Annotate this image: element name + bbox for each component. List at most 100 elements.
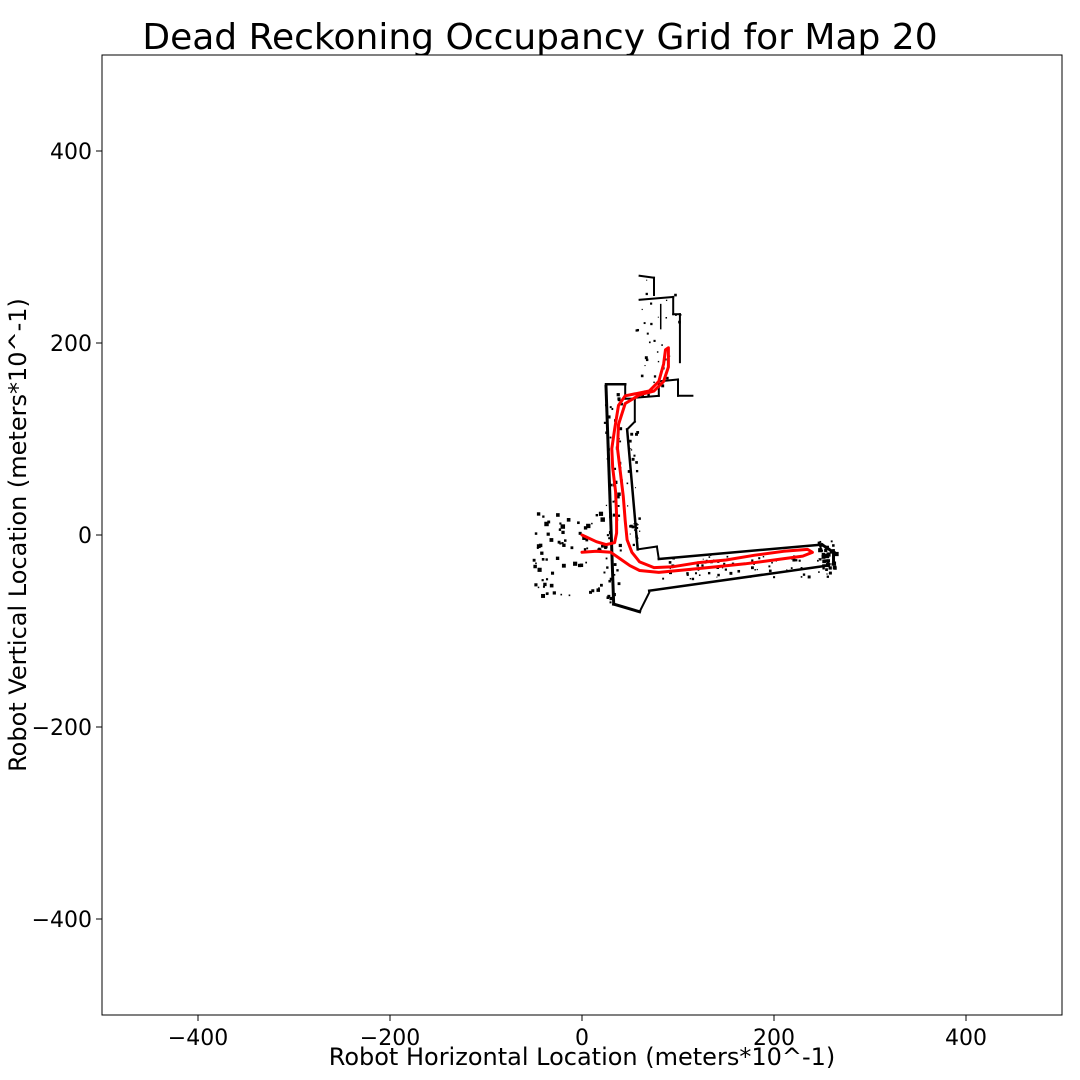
occupied-cell	[672, 556, 675, 560]
occupied-cell	[627, 470, 631, 473]
occupied-cell	[604, 421, 607, 424]
occupied-cell	[691, 577, 695, 581]
occupied-cell	[657, 316, 659, 318]
occupied-cell	[791, 558, 793, 560]
occupied-cell	[538, 543, 543, 548]
occupied-cell	[607, 415, 611, 419]
occupied-cell	[541, 593, 546, 598]
occupied-cell	[638, 517, 641, 520]
occupied-cell	[634, 518, 637, 521]
occupied-cell	[792, 558, 796, 562]
occupied-cell	[609, 483, 612, 487]
occupied-cell	[620, 402, 623, 406]
occupied-cell	[546, 532, 550, 536]
occupied-cell	[541, 558, 545, 561]
occupied-cell	[612, 592, 616, 597]
occupied-cell	[556, 513, 560, 517]
occupied-cell	[540, 551, 544, 555]
occupied-cell	[768, 569, 772, 573]
x-axis: −400 −200 0 200 400	[168, 1015, 987, 1051]
chart-title: Dead Reckoning Occupancy Grid for Map 20	[142, 17, 937, 58]
occupied-cell	[825, 568, 828, 571]
y-tick-label: −400	[32, 908, 92, 933]
occupied-cell	[617, 492, 621, 496]
x-tick-label: 0	[575, 1026, 589, 1051]
occupied-cell	[537, 567, 542, 572]
occupied-cell	[605, 557, 608, 560]
occupied-cell	[591, 522, 593, 525]
occupied-cell	[635, 469, 639, 473]
occupied-cell	[830, 540, 833, 543]
occupied-cell	[669, 572, 671, 575]
occupied-cell	[545, 578, 549, 581]
occupied-cell	[635, 535, 638, 538]
occupied-cell	[536, 544, 541, 549]
occupied-cell	[635, 432, 638, 436]
occupied-cell	[552, 591, 556, 595]
occupied-cell	[635, 461, 638, 464]
occupied-cell	[636, 431, 640, 434]
occupied-cell	[665, 317, 668, 319]
occupied-cell	[578, 531, 582, 535]
occupied-cell	[609, 601, 612, 604]
occupied-cell	[564, 539, 567, 542]
occupied-wall	[638, 295, 675, 301]
occupied-cell	[630, 432, 634, 436]
occupied-cell	[821, 552, 826, 557]
occupied-cell	[608, 537, 611, 540]
occupied-cell	[816, 559, 819, 562]
x-tick-label: 200	[753, 1026, 795, 1051]
occupied-cell	[826, 573, 828, 575]
occupied-wall	[655, 545, 660, 561]
occupied-cell	[721, 567, 724, 569]
occupied-cell	[547, 520, 551, 524]
occupied-cell	[591, 589, 595, 593]
occupied-cell	[549, 583, 554, 588]
occupied-cell	[698, 574, 701, 576]
occupied-cell	[641, 308, 643, 311]
occupied-cell	[596, 588, 600, 592]
occupied-cell	[820, 549, 824, 552]
occupied-wall	[604, 384, 616, 606]
occupied-cell	[585, 538, 589, 542]
occupied-cell	[604, 544, 608, 549]
occupied-cell	[669, 567, 671, 570]
occupied-cell	[611, 408, 614, 411]
robot-path-line	[580, 346, 814, 574]
occupied-cell	[631, 525, 635, 529]
robot-path-layer	[580, 346, 814, 574]
occupied-cell	[613, 563, 617, 566]
occupied-cell	[626, 505, 629, 507]
occupied-cell	[617, 582, 621, 586]
occupied-cell	[612, 573, 614, 575]
occupied-cell	[646, 279, 648, 281]
occupied-cell	[819, 545, 822, 548]
occupied-cell	[702, 558, 704, 560]
occupied-cell	[646, 332, 649, 335]
x-tick-label: −200	[360, 1026, 420, 1051]
occupied-cell	[633, 529, 636, 531]
occupied-wall	[636, 545, 659, 551]
occupied-cell	[817, 541, 821, 545]
occupied-cell	[822, 567, 825, 570]
occupied-cell	[826, 559, 831, 563]
occupied-cell	[555, 556, 560, 561]
occupied-cell	[544, 521, 549, 527]
occupied-cell	[559, 528, 561, 531]
occupied-cell	[586, 547, 589, 550]
occupied-cell	[656, 351, 659, 353]
occupied-cell	[653, 381, 655, 384]
occupied-cell	[534, 583, 538, 587]
occupied-cell	[536, 547, 539, 549]
occupied-cell	[824, 564, 828, 567]
occupied-cell	[821, 554, 826, 559]
occupied-cell	[577, 563, 582, 568]
occupied-wall	[625, 420, 637, 431]
occupied-cell	[560, 593, 563, 596]
occupied-cell	[606, 566, 609, 569]
occupied-cell	[616, 393, 620, 397]
occupied-cell	[542, 585, 545, 588]
occupied-cell	[709, 554, 712, 556]
occupied-cell	[612, 513, 616, 517]
